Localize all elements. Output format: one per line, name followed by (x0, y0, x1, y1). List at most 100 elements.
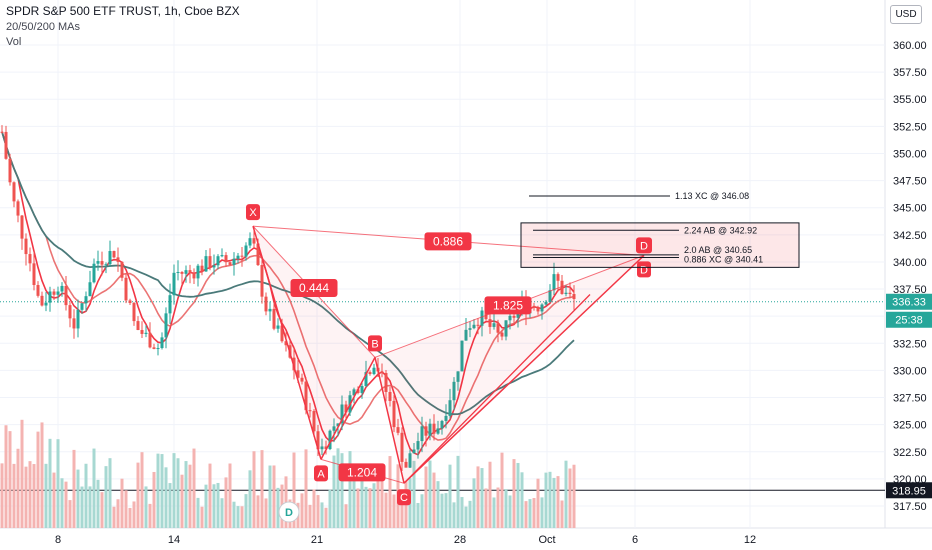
target-label: 2.0 AB @ 340.65 (684, 245, 752, 255)
candle-body (4, 131, 8, 159)
volume-bar (324, 507, 328, 528)
ma-indicator-label[interactable]: 20/50/200 MAs (6, 21, 80, 33)
volume-bar (504, 489, 508, 528)
price-tick-label: 347.50 (893, 176, 927, 188)
volume-bar (236, 506, 240, 528)
candle-body (444, 415, 448, 421)
price-tick-label: 325.00 (893, 420, 927, 432)
volume-bar (36, 431, 40, 528)
volume-bar (532, 498, 536, 528)
symbol-title[interactable]: SPDR S&P 500 ETF TRUST, 1h, Cboe BZX (6, 4, 240, 18)
candle-body (276, 325, 280, 329)
volume-bar (132, 501, 136, 528)
candle-body (200, 265, 204, 272)
candle-body (64, 285, 68, 306)
pattern-point-b: B (371, 338, 378, 350)
ratio-ab-c-label-bg (338, 463, 386, 482)
candle-body (152, 347, 156, 349)
candle-body (272, 308, 276, 329)
candle-body (560, 280, 564, 294)
candle-body (352, 389, 356, 396)
volume-bar (512, 459, 516, 528)
price-tick-label: 345.00 (893, 203, 927, 215)
volume-bar (468, 500, 472, 528)
candle-body (156, 348, 160, 350)
candle-body (540, 304, 544, 312)
volume-bar (0, 463, 4, 528)
candle-body (52, 291, 56, 295)
candle-body (292, 357, 296, 371)
volume-bar (392, 494, 396, 528)
ratio-bc-d-label: 1.825 (493, 298, 523, 312)
ratio-ab-c-label: 1.204 (347, 465, 377, 479)
candle-body (388, 391, 392, 401)
volume-bar (48, 438, 52, 528)
volume-bar (56, 439, 60, 528)
volume-bar (84, 463, 88, 528)
ratio-xa-b-label-bg (290, 278, 338, 297)
pattern-point-a: A (317, 468, 325, 480)
candle-body (268, 308, 272, 312)
volume-bar (400, 503, 404, 528)
candle-body (140, 330, 144, 334)
pattern-point-b-bg (368, 335, 382, 352)
volume-bar (520, 472, 524, 528)
candle-body (212, 265, 216, 268)
volume-bar (328, 489, 332, 528)
pattern-xab-fill (253, 226, 375, 460)
candle-body (260, 265, 264, 297)
candle-body (180, 272, 184, 274)
price-tick-label: 327.50 (893, 393, 927, 405)
volume-bar (112, 506, 116, 528)
candle-body (472, 324, 476, 329)
volume-bar (340, 453, 344, 528)
ratio-xa-d-label-bg (424, 232, 472, 251)
ma-200-line (1, 131, 575, 416)
harmonic-pattern[interactable]: X A B C D 0.444 1.204 1.825 0.886 1.13 XC @ 346.0… (246, 191, 800, 523)
volume-bar (68, 500, 72, 528)
price-tick-label: 350.00 (893, 148, 927, 160)
volume-bar (100, 492, 104, 528)
volume-bar (72, 449, 76, 528)
volume-bar (308, 504, 312, 528)
volume-bar (496, 487, 500, 528)
price-tick-label: 360.00 (893, 40, 927, 52)
candle-body (316, 431, 320, 450)
candle-body (104, 264, 108, 266)
time-tick-label: Oct (538, 534, 555, 546)
candle-body (488, 319, 492, 327)
volume-bar (156, 453, 160, 528)
candle-body (56, 291, 60, 295)
volume-bar (128, 507, 132, 528)
volume-bar (436, 481, 440, 528)
volume-bar (348, 451, 352, 528)
price-tick-label: 337.50 (893, 284, 927, 296)
candle-body (340, 404, 344, 424)
volume-bar (144, 486, 148, 528)
candle-body (572, 294, 576, 300)
pattern-point-d-bg (637, 261, 651, 278)
price-tick-label: 332.50 (893, 338, 927, 350)
volume-bar (148, 503, 152, 528)
candle-body (204, 256, 208, 272)
volume-bar (216, 482, 220, 528)
candle-body (220, 255, 224, 257)
countdown-badge: 25:38 (895, 315, 923, 327)
currency-button[interactable]: USD (890, 5, 922, 24)
candle-body (512, 315, 516, 318)
candle-body (496, 323, 500, 333)
volume-indicator-label[interactable]: Vol (6, 36, 22, 48)
volume-bar (564, 460, 568, 528)
volume-bar (548, 471, 552, 528)
candle-body (120, 261, 124, 278)
volume-bar (292, 452, 296, 528)
pattern-point-x-bg (246, 204, 260, 221)
target-label: 1.13 XC @ 346.08 (675, 191, 749, 201)
volume-bar (32, 464, 36, 528)
volume-bar (20, 419, 24, 528)
candle-body (556, 274, 560, 281)
price-axis-pane[interactable] (885, 0, 932, 528)
timeline-marker[interactable] (278, 501, 300, 523)
volume-bar (240, 506, 244, 528)
